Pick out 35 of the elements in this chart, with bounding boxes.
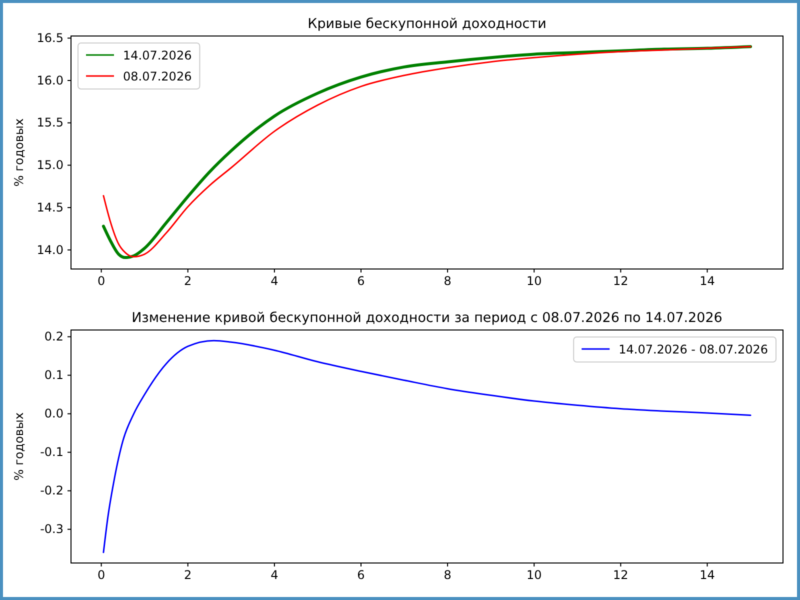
y-tick-label: -0.3	[40, 522, 64, 536]
x-tick-label: 4	[270, 274, 278, 288]
y-tick-label: 15.0	[36, 158, 64, 172]
y-tick-label: -0.2	[40, 484, 64, 498]
x-tick-label: 2	[184, 274, 192, 288]
x-tick-label: 8	[444, 568, 452, 582]
y-tick-label: 14.5	[36, 200, 64, 214]
x-tick-label: 6	[357, 568, 365, 582]
x-tick-label: 14	[700, 274, 715, 288]
y-tick-label: 15.5	[36, 116, 64, 130]
y-tick-label: -0.1	[40, 445, 64, 460]
y-tick-label: 16.5	[36, 30, 64, 45]
y-axis-title: % годовых	[12, 412, 26, 481]
x-tick-label: 4	[270, 568, 278, 582]
x-tick-label: 10	[526, 568, 542, 582]
x-tick-label: 14	[700, 568, 715, 582]
x-tick-label: 0	[97, 274, 106, 288]
x-tick-label: 12	[613, 568, 628, 582]
chart-title: Кривые бескупонной доходности	[308, 16, 546, 32]
y-axis-title: % годовых	[12, 118, 26, 187]
x-tick-label: 12	[613, 274, 628, 288]
y-tick-label: 0.2	[44, 330, 64, 344]
x-tick-label: 6	[357, 274, 365, 288]
chart-title: Изменение кривой бескупонной доходности за период с 08.07.2026 по 14.07.2026	[132, 310, 722, 326]
y-tick-label: 0.0	[44, 406, 64, 421]
x-tick-label: 2	[184, 568, 192, 582]
x-tick-label: 0	[97, 568, 106, 582]
legend-label: 14.07.2026	[123, 48, 192, 62]
legend-label: 14.07.2026 - 08.07.2026	[618, 342, 768, 356]
y-tick-label: 14.0	[36, 242, 64, 257]
x-tick-label: 8	[444, 274, 452, 288]
y-tick-label: 16.0	[36, 73, 64, 88]
x-tick-label: 10	[526, 274, 542, 288]
legend-label: 08.07.2026	[123, 70, 192, 84]
y-tick-label: 0.1	[44, 368, 64, 382]
